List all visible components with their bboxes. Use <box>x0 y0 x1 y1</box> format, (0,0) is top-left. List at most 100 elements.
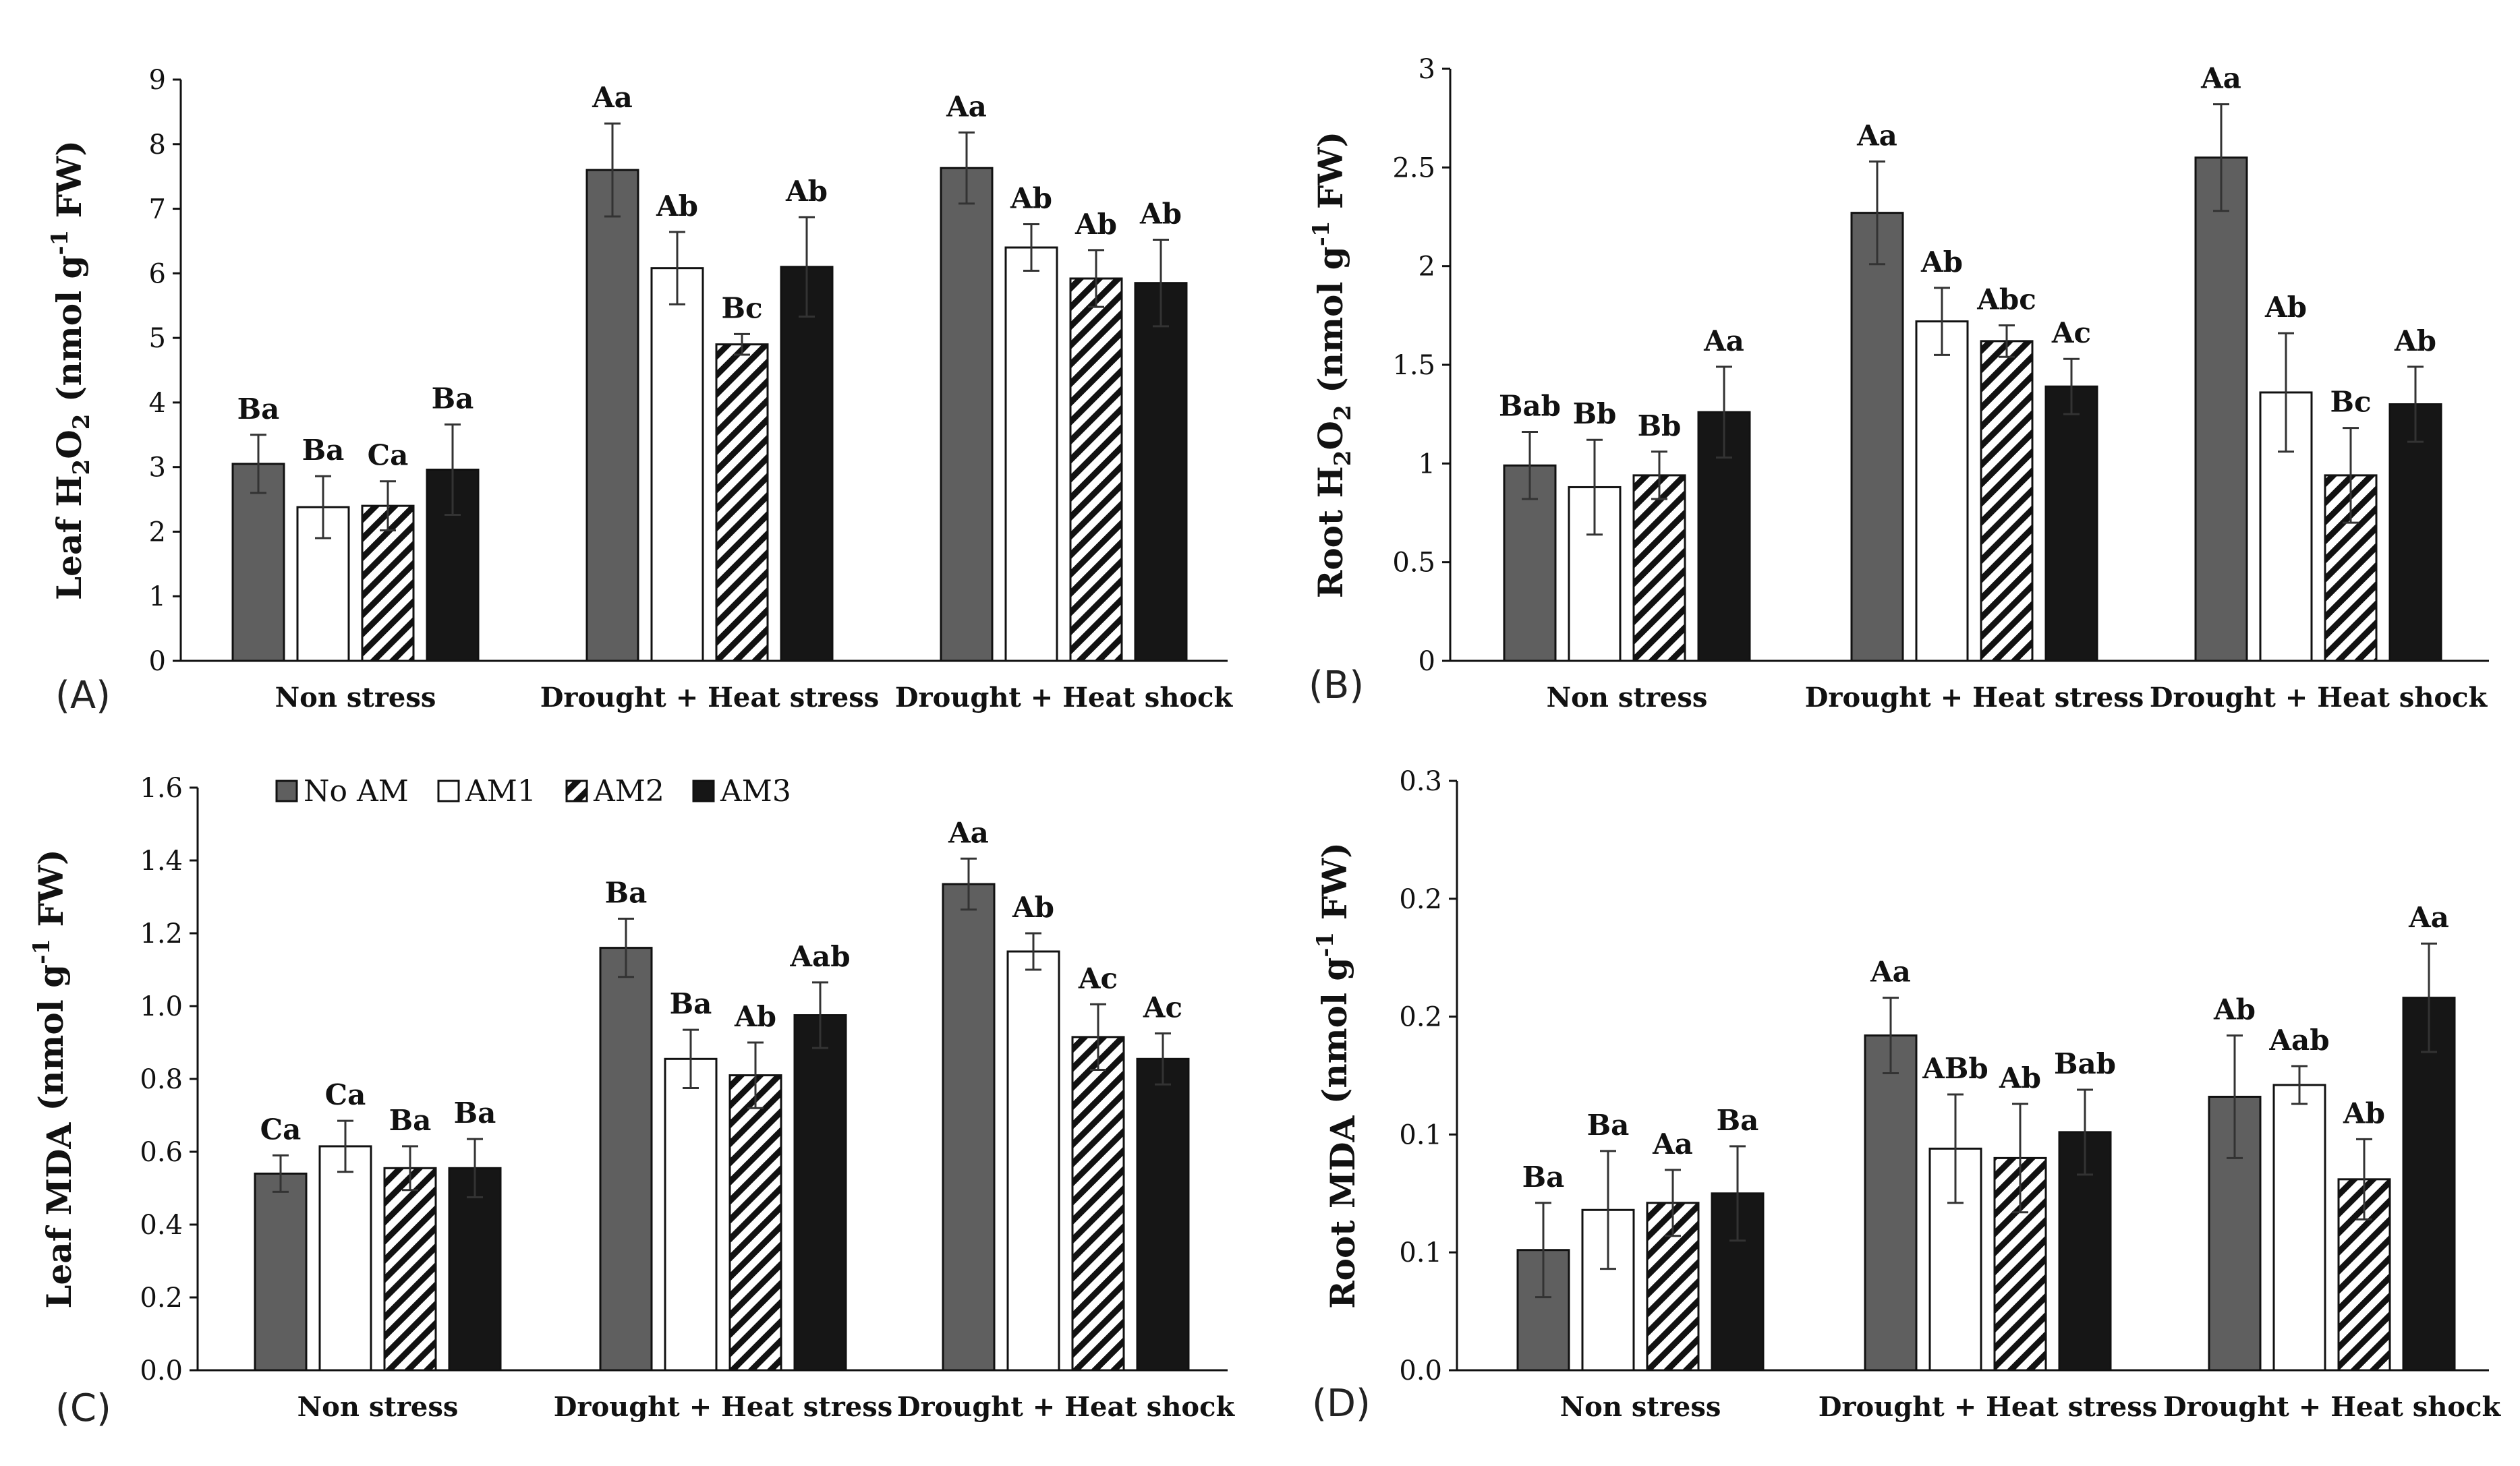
significance-label: Ab <box>734 1000 776 1033</box>
y-tick-label: 0.2 <box>140 1283 183 1314</box>
legend: No AM AM1 AM2 AM3 <box>275 774 791 809</box>
legend-item-am1: AM1 <box>437 774 536 809</box>
bar-no-am <box>940 167 994 662</box>
x-category-label: Drought + Heat shock <box>2150 682 2488 713</box>
x-category-label: Non stress <box>1547 682 1708 713</box>
significance-label: Ab <box>1999 1061 2041 1094</box>
significance-label: Ab <box>1920 245 1963 278</box>
panel-label: (A) <box>55 674 111 717</box>
y-axis-label: Leaf MDA (nmol g-1 FW) <box>28 849 79 1308</box>
bar-am3 <box>2402 997 2456 1372</box>
bar-am1 <box>1004 246 1058 662</box>
significance-label: Ac <box>2051 316 2091 349</box>
bar-am1 <box>1006 950 1060 1372</box>
bar-no-am <box>231 463 285 662</box>
y-tick-label: 1 <box>1419 448 1435 479</box>
chart-panel-1: 0 0.5 1 1.5 2 2.5 3 Root H2O2 (nmol g-1 FW) Non … <box>1308 54 2489 713</box>
significance-label: Ab <box>2213 993 2256 1026</box>
y-tick-label: 8 <box>149 129 166 160</box>
legend-swatch <box>692 780 715 802</box>
y-tick-label: 2 <box>1419 252 1435 283</box>
y-tick-label: 0.3 <box>1399 766 1442 797</box>
y-axis-label: Root H2O2 (nmol g-1 FW) <box>1308 131 1356 598</box>
y-tick-label: 0.1 <box>1399 1119 1442 1150</box>
bar-am2 <box>1632 474 1686 662</box>
bar-am1 <box>318 1145 372 1372</box>
y-tick-label: 0.1 <box>1399 1237 1442 1268</box>
significance-label: Ab <box>785 175 828 208</box>
bar-am3 <box>780 266 834 662</box>
bar-no-am <box>1850 212 1904 662</box>
significance-label: Aa <box>2408 901 2449 934</box>
y-tick-label: 0.4 <box>140 1210 183 1241</box>
x-category-label: Non stress <box>297 1391 459 1423</box>
legend-label: AM2 <box>593 774 664 809</box>
legend-label: AM3 <box>720 774 791 809</box>
panel-label: (D) <box>1312 1382 1371 1426</box>
y-tick-label: 0.0 <box>140 1355 183 1386</box>
y-tick-label: 6 <box>149 258 166 289</box>
significance-label: Ba <box>1522 1161 1565 1194</box>
y-tick-label: 1.0 <box>140 991 183 1022</box>
significance-label: Ba <box>454 1096 496 1130</box>
significance-label: Aa <box>1856 119 1897 152</box>
significance-label: Aa <box>948 816 989 849</box>
bar-no-am <box>2208 1095 2262 1372</box>
significance-label: Ab <box>1075 208 1117 241</box>
bar-am1 <box>650 267 704 662</box>
significance-label: Ba <box>237 392 280 426</box>
legend-swatch <box>275 780 298 802</box>
y-axis-label: Root MDA (nmol g-1 FW) <box>1312 842 1363 1309</box>
bar-am3 <box>2388 403 2442 662</box>
x-category-label: Non stress <box>1560 1391 1721 1423</box>
bar-no-am <box>2194 156 2248 662</box>
significance-label: ABb <box>1922 1052 1988 1085</box>
significance-label: Ca <box>260 1113 302 1146</box>
significance-label: Aa <box>592 81 633 114</box>
bar-am2 <box>383 1167 437 1372</box>
bar-am1 <box>1915 320 1969 662</box>
significance-label: Ca <box>325 1078 366 1111</box>
significance-label: Aab <box>2268 1024 2329 1057</box>
y-tick-label: 0.6 <box>140 1137 183 1168</box>
panels: 0 1 2 3 4 5 6 7 8 9 Leaf H2O2 (nmol g-1 FW) Non str… <box>28 54 2501 1430</box>
y-tick-label: 0.8 <box>140 1064 183 1095</box>
significance-label: Aa <box>1703 324 1744 357</box>
y-tick-label: 0.5 <box>1392 548 1435 579</box>
y-tick-label: 0 <box>149 646 166 677</box>
bar-no-am <box>1864 1034 1918 1372</box>
y-tick-label: 3 <box>1419 54 1435 85</box>
bar-no-am <box>585 169 639 662</box>
bar-no-am <box>254 1172 308 1372</box>
significance-label: Ac <box>1143 991 1182 1024</box>
y-tick-label: 5 <box>149 323 166 354</box>
y-tick-label: 1 <box>149 581 166 612</box>
legend-swatch <box>565 780 588 802</box>
legend-item-no-am: No AM <box>275 774 409 809</box>
bar-am1 <box>664 1057 718 1372</box>
significance-label: Abc <box>1976 283 2036 316</box>
x-category-label: Drought + Heat stress <box>1805 682 2144 713</box>
bar-am3 <box>2044 385 2098 662</box>
bar-am3 <box>793 1014 847 1372</box>
y-tick-label: 2 <box>149 517 166 548</box>
significance-label: Bab <box>1499 390 1561 423</box>
x-category-label: Drought + Heat shock <box>2163 1391 2502 1423</box>
y-tick-label: 1.4 <box>140 846 183 877</box>
significance-label: Bc <box>721 291 762 324</box>
bar-am2 <box>728 1074 782 1372</box>
significance-label: Ba <box>302 434 345 467</box>
significance-label: Ca <box>368 439 409 472</box>
panel-label: (C) <box>55 1386 111 1430</box>
bar-am2 <box>1071 1036 1125 1372</box>
significance-label: Ba <box>1717 1104 1759 1137</box>
bar-am3 <box>1136 1057 1190 1372</box>
bar-am1 <box>2272 1084 2326 1372</box>
y-tick-label: 1.6 <box>140 773 183 804</box>
significance-label: Ab <box>2394 324 2436 357</box>
chart-panel-0: 0 1 2 3 4 5 6 7 8 9 Leaf H2O2 (nmol g-1 FW) Non str… <box>47 65 1233 717</box>
bar-am2 <box>1069 277 1123 662</box>
x-category-label: Drought + Heat stress <box>1819 1391 2158 1423</box>
chart-panel-2: 0.0 0.2 0.4 0.6 0.8 1.0 1.2 1.4 1.6 Leaf MDA (nmo… <box>28 773 1235 1430</box>
